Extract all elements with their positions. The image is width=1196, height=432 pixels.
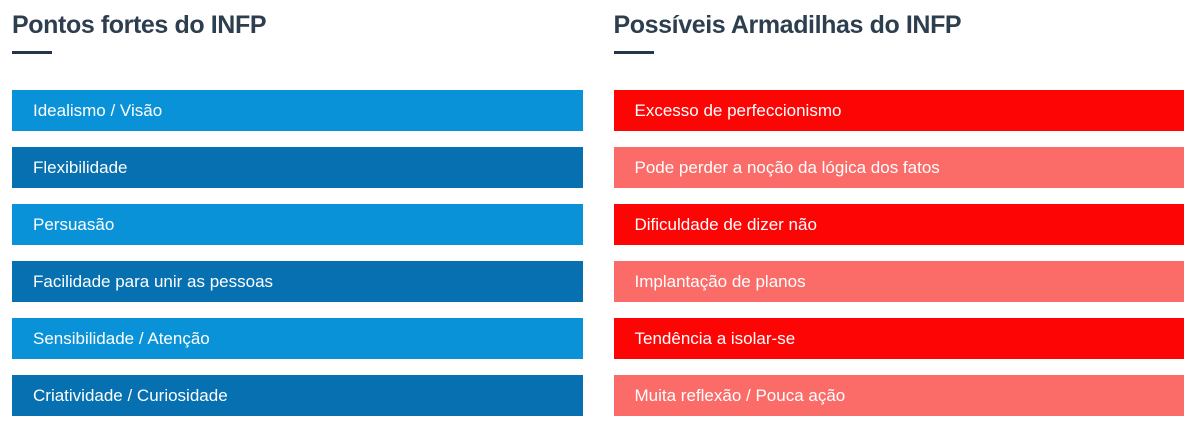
list-item-label: Pode perder a noção da lógica dos fatos xyxy=(634,158,940,177)
list-item: Dificuldade de dizer não xyxy=(613,204,1184,245)
column-strengths: Pontos fortes do INFP Idealismo / Visão F… xyxy=(12,12,583,432)
pitfalls-list: Excesso de perfeccionismo Pode perder a n… xyxy=(613,90,1184,416)
list-item-label: Criatividade / Curiosidade xyxy=(33,386,228,405)
list-item: Tendência a isolar-se xyxy=(613,318,1184,359)
list-item-label: Sensibilidade / Atenção xyxy=(33,329,210,348)
title-underline xyxy=(12,51,52,54)
strengths-list: Idealismo / Visão Flexibilidade Persuasão F… xyxy=(12,90,583,416)
list-item-label: Tendência a isolar-se xyxy=(634,329,796,348)
pitfalls-title: Possíveis Armadilhas do INFP xyxy=(613,11,962,39)
list-item: Pode perder a noção da lógica dos fatos xyxy=(613,147,1184,188)
list-item-label: Muita reflexão / Pouca ação xyxy=(634,386,846,405)
list-item-label: Facilidade para unir as pessoas xyxy=(33,272,274,291)
strengths-title: Pontos fortes do INFP xyxy=(12,11,267,39)
list-item: Idealismo / Visão xyxy=(12,90,583,131)
list-item: Flexibilidade xyxy=(12,147,583,188)
title-underline xyxy=(613,51,654,54)
list-item: Muita reflexão / Pouca ação xyxy=(613,375,1184,416)
list-item-label: Idealismo / Visão xyxy=(33,101,163,120)
list-item-label: Dificuldade de dizer não xyxy=(634,215,817,234)
list-item-label: Flexibilidade xyxy=(33,158,128,177)
list-item: Persuasão xyxy=(12,204,583,245)
list-item: Sensibilidade / Atenção xyxy=(12,318,583,359)
list-item: Excesso de perfeccionismo xyxy=(613,90,1184,131)
list-item: Facilidade para unir as pessoas xyxy=(12,261,583,302)
list-item: Implantação de planos xyxy=(613,261,1184,302)
list-item-label: Implantação de planos xyxy=(634,272,806,291)
column-pitfalls: Possíveis Armadilhas do INFP Excesso de … xyxy=(613,11,1184,432)
list-item-label: Excesso de perfeccionismo xyxy=(634,101,842,120)
list-item: Criatividade / Curiosidade xyxy=(12,375,583,416)
list-item-label: Persuasão xyxy=(33,215,115,234)
